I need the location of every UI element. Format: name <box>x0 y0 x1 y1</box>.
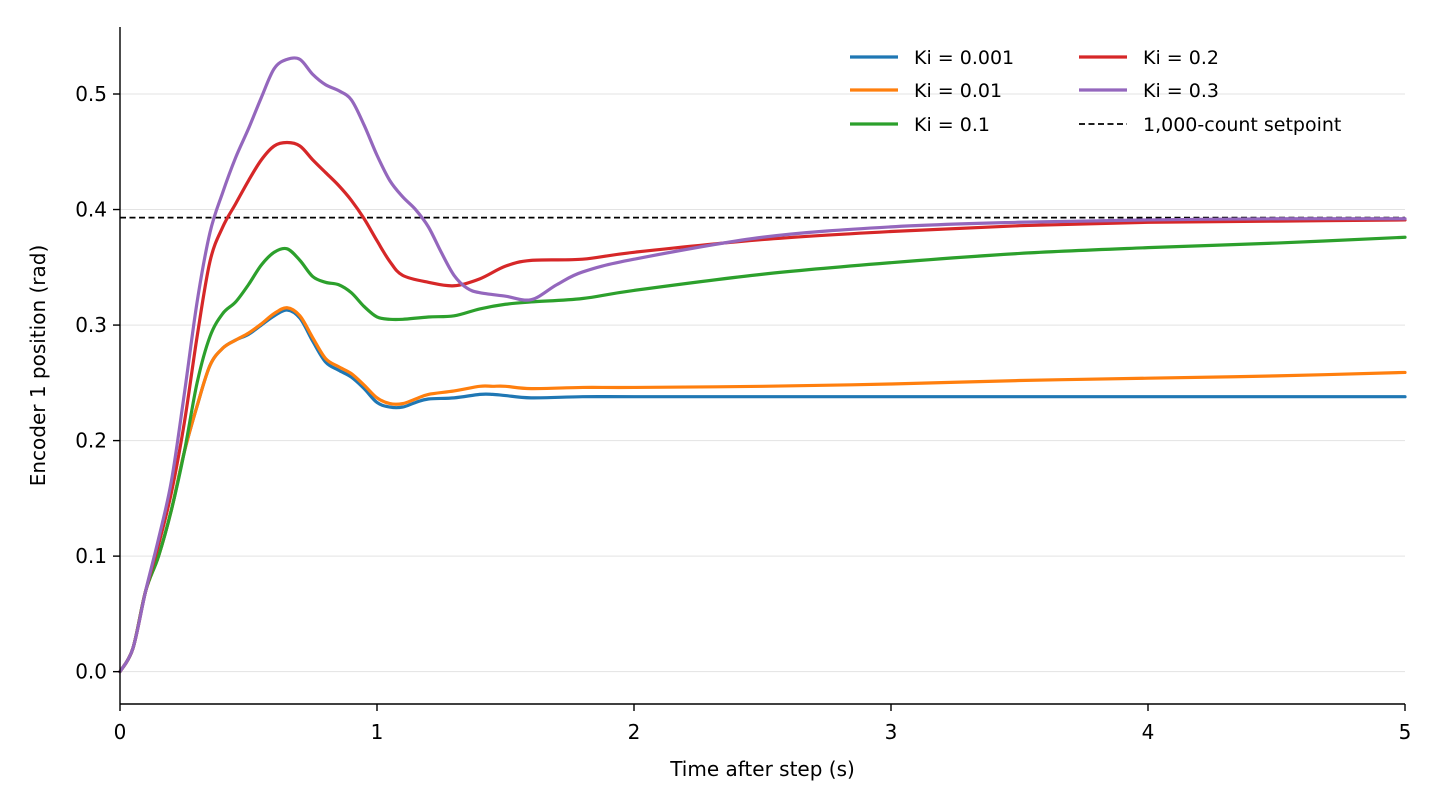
y-tick-label: 0.5 <box>75 82 107 106</box>
x-tick-label: 3 <box>885 720 898 744</box>
x-axis-title: Time after step (s) <box>669 757 855 781</box>
series-line-ki-0-001 <box>118 308 1407 674</box>
series-line-ki-0-2 <box>118 140 1407 674</box>
x-tick-label: 2 <box>628 720 641 744</box>
y-tick-label: 0.1 <box>75 544 107 568</box>
legend-entry: Ki = 0.2 <box>1079 47 1219 69</box>
y-tick-label: 0.2 <box>75 429 107 453</box>
legend-entry: Ki = 0.001 <box>850 47 1014 69</box>
legend-entry: Ki = 0.1 <box>850 114 990 136</box>
axes <box>119 27 1405 705</box>
y-axis-title: Encoder 1 position (rad) <box>26 245 50 487</box>
legend-entry: Ki = 0.3 <box>1079 80 1219 102</box>
series-line-ki-0-3 <box>118 56 1407 674</box>
legend-label: Ki = 0.001 <box>914 47 1014 69</box>
series-line-ki-0-01 <box>118 306 1407 674</box>
x-tick-label: 5 <box>1399 720 1412 744</box>
legend-entry: Ki = 0.01 <box>850 80 1002 102</box>
gridlines <box>120 93 1405 673</box>
legend-label: Ki = 0.2 <box>1143 47 1219 69</box>
x-tick-label: 0 <box>114 720 127 744</box>
y-tick-label: 0.4 <box>75 198 107 222</box>
legend-label: Ki = 0.1 <box>914 114 990 136</box>
series-layer <box>118 56 1407 674</box>
legend-label: Ki = 0.3 <box>1143 80 1219 102</box>
x-tick-label: 4 <box>1142 720 1155 744</box>
legend-entry: 1,000-count setpoint <box>1079 114 1341 136</box>
legend-label: Ki = 0.01 <box>914 80 1002 102</box>
legend: Ki = 0.001 Ki = 0.01 Ki = 0.1 Ki = 0.2 Ki = … <box>850 47 1341 136</box>
y-tick-label: 0.3 <box>75 313 107 337</box>
legend-label: 1,000-count setpoint <box>1143 114 1341 136</box>
x-tick-label: 1 <box>371 720 384 744</box>
y-tick-label: 0.0 <box>75 660 107 684</box>
tick-labels: 0 1 2 3 4 5 0.0 0.1 0.2 0.3 0.4 0.5 <box>75 82 1411 744</box>
series-line-ki-0-1 <box>118 235 1407 674</box>
